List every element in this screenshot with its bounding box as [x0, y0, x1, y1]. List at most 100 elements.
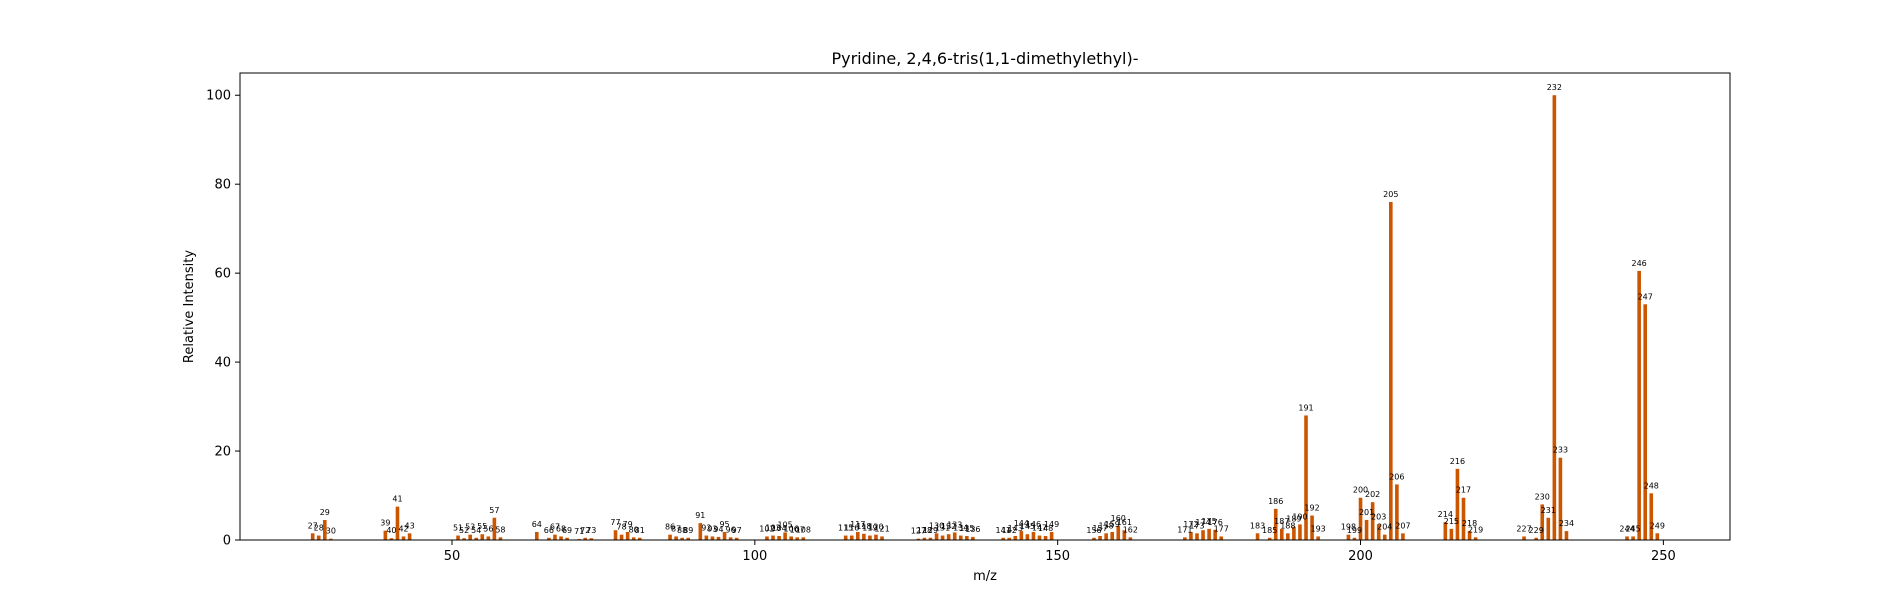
peak-bar-94: [716, 536, 721, 540]
peak-label-174: 174: [1195, 518, 1210, 527]
x-tick-label: 50: [444, 549, 461, 564]
peak-bar-57: [492, 517, 497, 540]
peak-label-231: 231: [1541, 506, 1556, 515]
peak-label-127: 127: [911, 527, 926, 536]
peak-bar-115: [843, 535, 848, 540]
peak-bar-93: [710, 536, 715, 540]
peak-label-141: 141: [996, 526, 1011, 535]
peak-bar-121: [880, 536, 884, 540]
y-axis-ticks: 0 20 40 60 80 100: [206, 89, 240, 549]
peak-label-115: 115: [838, 524, 853, 533]
peak-bar-52: [462, 538, 466, 540]
peak-label-81: 81: [635, 526, 645, 535]
peak-bar-56: [486, 536, 491, 540]
peak-bar-190: [1298, 524, 1302, 540]
peak-label-185: 185: [1262, 526, 1277, 535]
peak-bar-43: [407, 533, 412, 540]
peak-bar-214: [1443, 522, 1448, 540]
peak-bar-145: [1025, 534, 1030, 540]
peak-bar-40: [389, 538, 394, 540]
peak-label-246: 246: [1632, 259, 1647, 268]
peak-label-199: 199: [1347, 526, 1362, 535]
peak-label-79: 79: [623, 520, 633, 529]
peak-bar-136: [971, 536, 975, 540]
peak-label-245: 245: [1625, 524, 1640, 533]
peak-bar-130: [934, 533, 939, 540]
peak-bar-72: [583, 537, 588, 540]
peak-label-29: 29: [320, 508, 330, 517]
peak-label-93: 93: [707, 524, 717, 533]
peak-bar-191: [1304, 415, 1308, 540]
peak-label-56: 56: [483, 524, 493, 533]
peak-label-158: 158: [1098, 521, 1113, 530]
peak-label-94: 94: [713, 525, 723, 534]
peak-label-214: 214: [1438, 510, 1453, 519]
peak-label-188: 188: [1280, 521, 1295, 530]
peak-label-192: 192: [1304, 504, 1319, 513]
y-axis-label: Relative Intensity: [182, 250, 197, 363]
peak-bar-244: [1625, 536, 1629, 540]
peak-bar-73: [589, 538, 594, 540]
peak-bar-80: [631, 537, 636, 540]
chart-title: Pyridine, 2,4,6-tris(1,1-dimethylethyl)-: [831, 49, 1138, 68]
peak-bar-246: [1637, 270, 1641, 540]
y-tick-label: 40: [214, 356, 231, 371]
peak-bar-198: [1346, 534, 1351, 540]
peak-bar-148: [1043, 535, 1048, 540]
peak-bar-51: [456, 535, 460, 540]
peak-label-43: 43: [404, 521, 414, 530]
peak-bar-156: [1092, 537, 1096, 540]
peak-bar-118: [862, 533, 866, 540]
peak-bar-78: [619, 534, 624, 540]
peak-bar-201: [1364, 519, 1369, 540]
peak-bar-95: [722, 531, 727, 540]
peak-bar-104: [777, 535, 781, 540]
peak-bar-203: [1376, 524, 1381, 540]
peak-bar-96: [728, 537, 733, 540]
peak-bar-149: [1049, 531, 1054, 540]
peak-label-146: 146: [1026, 520, 1041, 529]
peak-bar-199: [1352, 537, 1357, 540]
x-axis-ticks: 50 100 150 200 250: [444, 540, 1676, 564]
peak-bar-189: [1292, 526, 1296, 540]
peak-label-219: 219: [1468, 525, 1483, 534]
peak-label-136: 136: [965, 525, 980, 534]
peak-bar-79: [625, 531, 630, 540]
peak-label-175: 175: [1201, 517, 1216, 526]
peak-bar-192: [1310, 515, 1314, 540]
peak-bar-55: [480, 534, 485, 540]
x-axis-label: m/z: [973, 569, 997, 584]
peak-label-173: 173: [1189, 521, 1204, 530]
peak-label-247: 247: [1638, 292, 1653, 301]
peak-bar-245: [1631, 536, 1635, 540]
peak-label-78: 78: [616, 523, 626, 532]
peak-bar-116: [849, 535, 854, 540]
peak-bar-215: [1449, 528, 1454, 540]
peak-bar-39: [383, 530, 388, 540]
peak-bar-69: [565, 537, 569, 540]
x-tick-label: 250: [1651, 549, 1676, 564]
peak-label-206: 206: [1389, 472, 1404, 481]
peak-label-183: 183: [1250, 521, 1265, 530]
peak-bar-143: [1013, 535, 1018, 540]
peak-bar-97: [734, 537, 739, 540]
peak-label-97: 97: [732, 526, 742, 535]
peak-bar-88: [680, 537, 684, 540]
peak-bar-131: [940, 535, 945, 540]
peak-bar-81: [637, 537, 642, 540]
peak-label-172: 172: [1183, 520, 1198, 529]
peak-label-30: 30: [326, 527, 336, 536]
peak-bar-91: [698, 523, 703, 540]
peak-bar-174: [1201, 530, 1205, 540]
peak-label-149: 149: [1044, 520, 1059, 529]
peak-label-144: 144: [1014, 519, 1029, 528]
peak-label-143: 143: [1008, 524, 1023, 533]
peak-label-73: 73: [586, 526, 596, 535]
peak-bar-106: [789, 536, 793, 540]
peak-bar-204: [1382, 534, 1387, 540]
peak-label-41: 41: [392, 495, 402, 504]
peak-label-88: 88: [677, 526, 687, 535]
peak-label-71: 71: [574, 527, 584, 536]
